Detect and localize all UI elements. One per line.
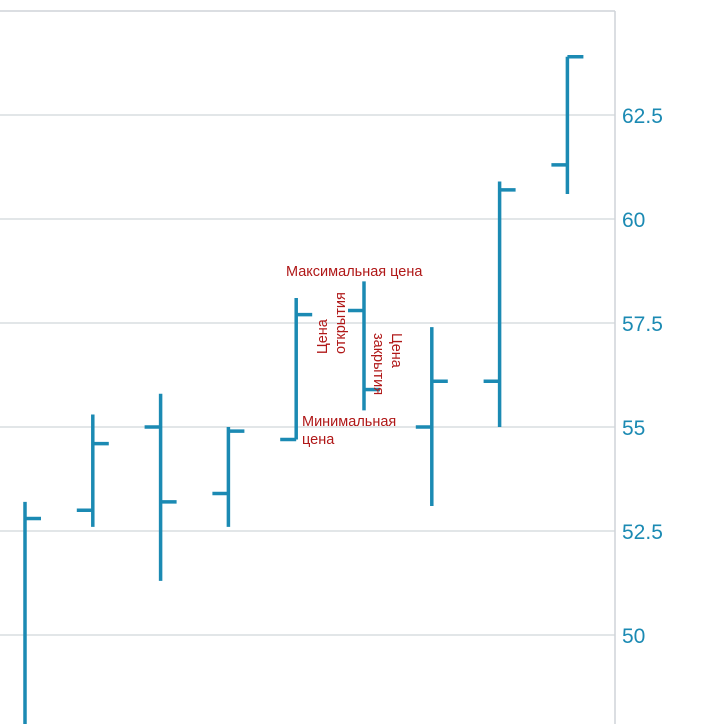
ohlc-bar: [551, 55, 584, 195]
y-tick-label: 62.5: [622, 105, 663, 128]
annotation-open-price: Цена открытия: [315, 292, 349, 354]
annotation-close-price-line1: Цена: [388, 333, 404, 369]
y-tick-label: 52.5: [622, 521, 663, 544]
grid-layer: [0, 114, 615, 636]
annotation-open-price-line2: открытия: [333, 292, 349, 354]
y-axis: 50 52.5 55 57.5 60 62.5: [622, 105, 663, 648]
y-tick-label: 50: [622, 625, 645, 648]
ohlc-bar: [348, 281, 380, 411]
ohlc-bar: [76, 414, 109, 527]
annotation-open-price-line1: Цена: [315, 318, 331, 354]
ohlc-bar: [280, 298, 313, 442]
bars-layer: [23, 55, 584, 724]
ohlc-bar: [144, 393, 177, 581]
ohlc-bar: [23, 501, 41, 724]
annotation-low-price-line2: цена: [302, 432, 335, 448]
annotation-high-price: Максимальная цена: [286, 264, 423, 280]
annotation-low-price-line1: Минимальная: [302, 414, 396, 430]
y-tick-label: 60: [622, 209, 645, 232]
annotation-close-price: Цена закрытия: [370, 333, 404, 395]
ohlc-bar: [212, 427, 245, 527]
annotation-close-price-line2: закрытия: [370, 333, 386, 395]
y-tick-label: 55: [622, 417, 645, 440]
ohlc-bar: [415, 327, 448, 507]
y-tick-label: 57.5: [622, 313, 663, 336]
ohlc-bar: [483, 181, 516, 427]
